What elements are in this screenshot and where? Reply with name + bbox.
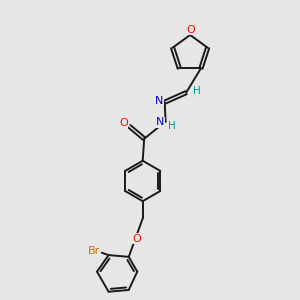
Text: O: O [132, 234, 141, 244]
Text: N: N [156, 117, 164, 127]
Text: H: H [168, 121, 176, 131]
Text: O: O [186, 25, 195, 35]
Text: N: N [155, 96, 164, 106]
Text: Br: Br [88, 246, 100, 256]
Text: O: O [119, 118, 128, 128]
Text: H: H [193, 86, 200, 96]
